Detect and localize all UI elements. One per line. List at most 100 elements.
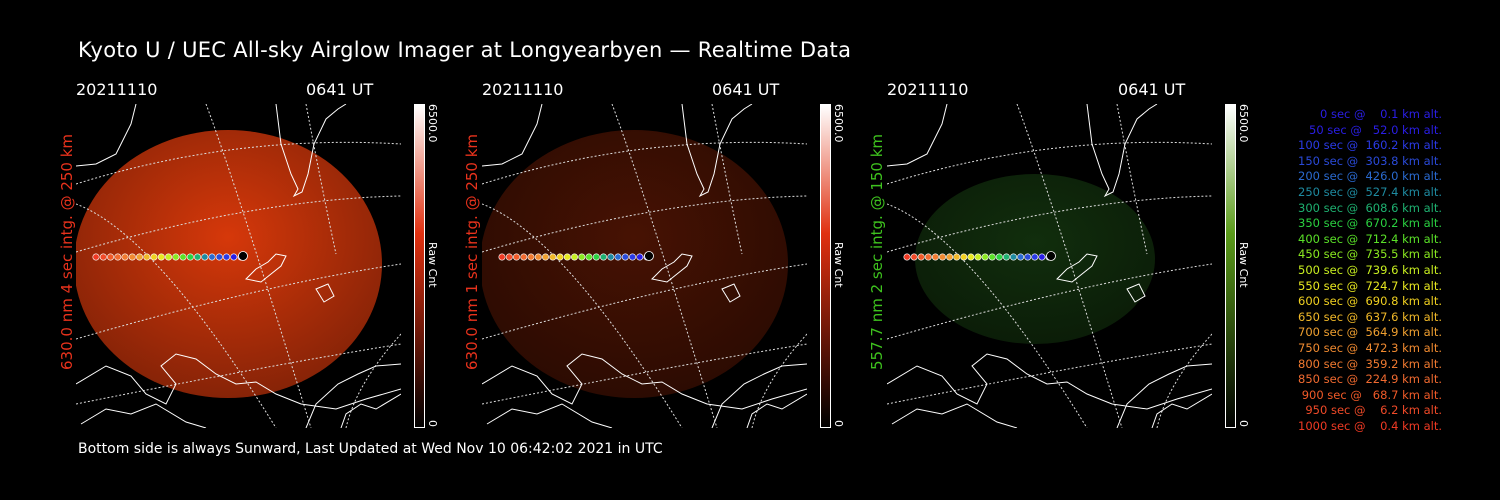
trajectory-point bbox=[135, 253, 143, 261]
coastline bbox=[76, 353, 401, 410]
legend-row: 650 sec @ 637.6 km alt. bbox=[1298, 309, 1442, 324]
trajectory-endpoint bbox=[1046, 251, 1056, 261]
panel-2-time: 0641 UT bbox=[712, 80, 780, 99]
latitude-grid-line bbox=[76, 263, 401, 340]
trajectory-point bbox=[592, 253, 600, 261]
trajectory-point bbox=[1031, 253, 1039, 261]
airglow-image bbox=[482, 130, 788, 398]
panel-1-colorbar-max: 6500.0 bbox=[426, 104, 439, 143]
panel-3-time: 0641 UT bbox=[1118, 80, 1186, 99]
trajectory-point bbox=[578, 253, 586, 261]
trajectory-point bbox=[1024, 253, 1032, 261]
legend-row: 150 sec @ 303.8 km alt. bbox=[1298, 153, 1442, 168]
coastline bbox=[1151, 393, 1212, 428]
longitude-grid-line bbox=[711, 104, 743, 255]
longitude-grid-line bbox=[205, 104, 312, 428]
trajectory-point bbox=[571, 253, 579, 261]
altitude-legend: 0 sec @ 0.1 km alt. 50 sec @ 52.0 km alt… bbox=[1252, 107, 1442, 434]
trajectory-endpoint bbox=[238, 251, 248, 261]
trajectory-point bbox=[924, 253, 932, 261]
trajectory-point bbox=[527, 253, 535, 261]
trajectory-point bbox=[157, 253, 165, 261]
panel-2-colorbar-max: 6500.0 bbox=[832, 104, 845, 143]
panel-1-allsky-image bbox=[76, 104, 401, 428]
coastline bbox=[887, 104, 948, 167]
trajectory-point bbox=[208, 253, 216, 261]
panel-2-allsky-image bbox=[482, 104, 807, 428]
longitude-grid-line bbox=[76, 203, 277, 428]
trajectory-point bbox=[988, 253, 996, 261]
panel-2-wavelength-label: 630.0 nm 1 sec intg. @ 250 km bbox=[463, 133, 481, 370]
longitude-grid-line bbox=[751, 333, 807, 428]
coastline bbox=[275, 104, 347, 198]
airglow-image bbox=[76, 130, 382, 398]
coastline bbox=[746, 393, 807, 428]
trajectory-point bbox=[194, 253, 202, 261]
panel-1-date: 20211110 bbox=[76, 80, 158, 99]
coastline bbox=[887, 353, 1212, 410]
trajectory-point bbox=[498, 253, 506, 261]
latitude-grid-line bbox=[76, 343, 401, 405]
coastline bbox=[721, 283, 741, 303]
page-title: Kyoto U / UEC All-sky Airglow Imager at … bbox=[78, 38, 852, 62]
trajectory-point bbox=[534, 253, 542, 261]
legend-row: 450 sec @ 735.5 km alt. bbox=[1298, 247, 1442, 262]
trajectory-point bbox=[1038, 253, 1046, 261]
coastline bbox=[891, 403, 1018, 428]
trajectory-point bbox=[1002, 253, 1010, 261]
trajectory-point bbox=[563, 253, 571, 261]
trajectory-point bbox=[165, 253, 173, 261]
trajectory-point bbox=[903, 253, 911, 261]
panel-3-wavelength-label: 557.7 nm 2 sec intg. @ 150 km bbox=[868, 133, 886, 370]
coastline bbox=[80, 403, 207, 428]
panel-3-colorbar-title: Raw Cnt bbox=[1237, 242, 1250, 288]
trajectory-point bbox=[230, 253, 238, 261]
coastline bbox=[1055, 253, 1098, 283]
coastline bbox=[244, 253, 287, 283]
coastline bbox=[681, 104, 753, 198]
legend-row: 350 sec @ 670.2 km alt. bbox=[1298, 216, 1442, 231]
legend-row: 750 sec @ 472.3 km alt. bbox=[1298, 340, 1442, 355]
latitude-grid-line bbox=[482, 141, 807, 185]
trajectory-point bbox=[150, 253, 158, 261]
trajectory-point bbox=[981, 253, 989, 261]
coastline bbox=[340, 393, 401, 428]
trajectory-point bbox=[556, 253, 564, 261]
coastline bbox=[711, 363, 807, 428]
footer-note: Bottom side is always Sunward, Last Upda… bbox=[78, 441, 663, 457]
trajectory-point bbox=[549, 253, 557, 261]
legend-row: 300 sec @ 608.6 km alt. bbox=[1298, 200, 1442, 215]
trajectory-point bbox=[1017, 253, 1025, 261]
trajectory-point bbox=[1010, 253, 1018, 261]
legend-row: 600 sec @ 690.8 km alt. bbox=[1298, 294, 1442, 309]
trajectory-point bbox=[600, 253, 608, 261]
panel-2-colorbar-title: Raw Cnt bbox=[832, 242, 845, 288]
legend-row: 200 sec @ 426.0 km alt. bbox=[1298, 169, 1442, 184]
trajectory-endpoint bbox=[644, 251, 654, 261]
legend-row: 850 sec @ 224.9 km alt. bbox=[1298, 372, 1442, 387]
trajectory-point bbox=[541, 253, 549, 261]
longitude-grid-line bbox=[1116, 104, 1148, 255]
longitude-grid-line bbox=[1016, 104, 1123, 428]
trajectory-point bbox=[974, 253, 982, 261]
latitude-grid-line bbox=[482, 343, 807, 405]
latitude-grid-line bbox=[887, 195, 1212, 253]
panel-1-colorbar bbox=[414, 104, 425, 428]
trajectory-point bbox=[629, 253, 637, 261]
panel-2-colorbar bbox=[820, 104, 831, 428]
trajectory-point bbox=[621, 253, 629, 261]
coastline bbox=[305, 363, 401, 428]
latitude-grid-line bbox=[887, 263, 1212, 340]
longitude-grid-line bbox=[345, 333, 401, 428]
coastline bbox=[482, 104, 543, 167]
coastline bbox=[76, 104, 137, 167]
trajectory-point bbox=[967, 253, 975, 261]
legend-row: 100 sec @ 160.2 km alt. bbox=[1298, 138, 1442, 153]
panel-2-date: 20211110 bbox=[482, 80, 564, 99]
trajectory-point bbox=[201, 253, 209, 261]
trajectory-point bbox=[186, 253, 194, 261]
trajectory-point bbox=[106, 253, 114, 261]
trajectory-point bbox=[931, 253, 939, 261]
trajectory-point bbox=[172, 253, 180, 261]
longitude-grid-line bbox=[1156, 333, 1212, 428]
